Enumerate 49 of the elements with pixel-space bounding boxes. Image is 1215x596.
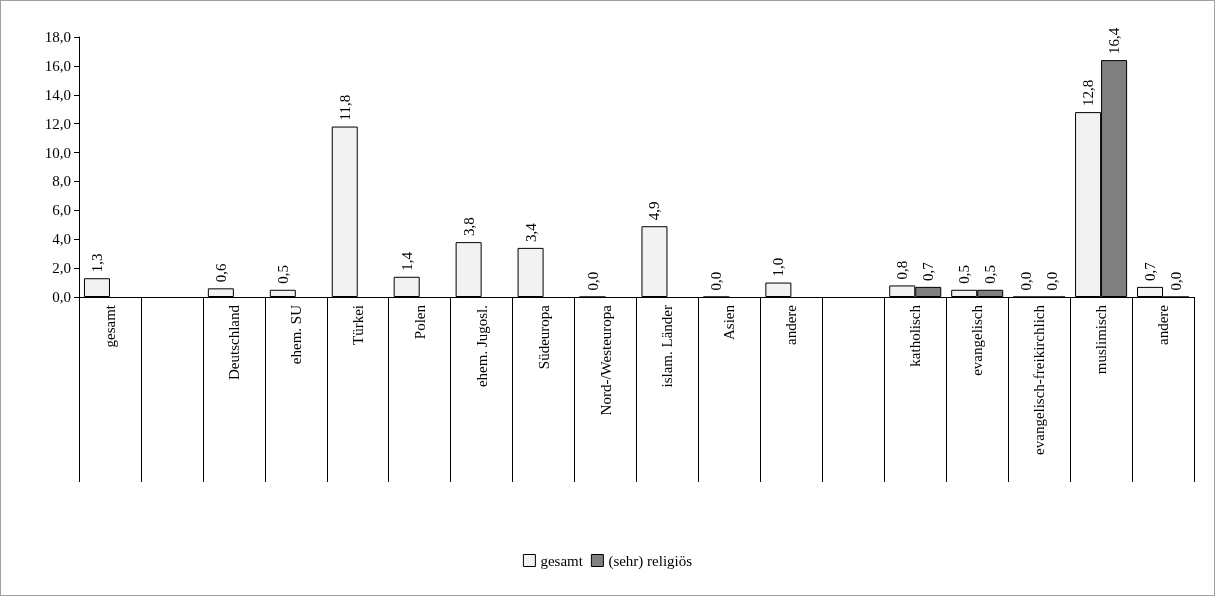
data-label: 16,4 xyxy=(1106,27,1123,55)
x-tick-label: Deutschland xyxy=(225,304,242,380)
legend-label: gesamt xyxy=(540,552,584,569)
y-tick-label: 4,0 xyxy=(52,231,71,248)
data-label: 0,8 xyxy=(894,260,911,280)
x-tick-label: muslimisch xyxy=(1093,304,1110,375)
y-tick-label: 2,0 xyxy=(52,260,71,277)
data-label: 0,0 xyxy=(1168,271,1185,291)
data-label: 1,3 xyxy=(88,253,105,273)
x-tick-label: Polen xyxy=(411,304,428,340)
data-label: 3,8 xyxy=(460,217,477,237)
data-label: 0,7 xyxy=(920,261,937,281)
x-tick-label: andere xyxy=(1155,304,1172,345)
x-tick-label: andere xyxy=(783,304,800,345)
x-tick-label: evangelisch xyxy=(969,304,986,376)
data-label: 0,0 xyxy=(1018,271,1035,291)
data-label: 0,5 xyxy=(274,265,291,284)
y-tick-label: 6,0 xyxy=(52,202,71,219)
x-tick-label: Türkei xyxy=(349,305,366,345)
data-label: 0,0 xyxy=(584,271,601,291)
data-label: 0,6 xyxy=(212,263,229,283)
y-tick-label: 14,0 xyxy=(44,86,71,103)
y-tick-label: 12,0 xyxy=(44,115,71,132)
x-tick-label: islam. Länder xyxy=(659,305,676,388)
data-label: 11,8 xyxy=(336,94,353,121)
data-label: 3,4 xyxy=(522,222,539,242)
legend-label: (sehr) religiös xyxy=(608,552,693,570)
y-tick-label: 8,0 xyxy=(52,173,71,190)
data-label: 0,5 xyxy=(956,265,973,284)
data-label: 0,0 xyxy=(708,271,725,291)
x-tick-label: ehem. SU xyxy=(287,304,304,365)
data-label: 1,0 xyxy=(770,257,787,277)
x-tick-label: Asien xyxy=(721,304,738,340)
data-label: 0,5 xyxy=(982,265,999,284)
y-tick-label: 10,0 xyxy=(44,144,71,161)
data-label: 4,9 xyxy=(646,201,663,221)
x-tick-label: evangelisch-freikirchlich xyxy=(1031,304,1048,455)
x-tick-label: gesamt xyxy=(101,304,118,348)
data-label: 12,8 xyxy=(1080,79,1097,107)
data-label: 0,0 xyxy=(1044,271,1061,291)
data-label: 0,7 xyxy=(1142,261,1159,281)
y-tick-label: 16,0 xyxy=(44,57,71,74)
y-tick-label: 0,0 xyxy=(52,289,71,305)
x-tick-label: Nord-/Westeuropa xyxy=(597,304,614,416)
x-tick-label: ehem. Jugosl. xyxy=(473,305,490,388)
data-label: 1,4 xyxy=(398,251,415,271)
x-tick-label: katholisch xyxy=(907,304,924,367)
y-tick-label: 18,0 xyxy=(44,29,71,45)
x-tick-label: Südeuropa xyxy=(535,304,552,370)
